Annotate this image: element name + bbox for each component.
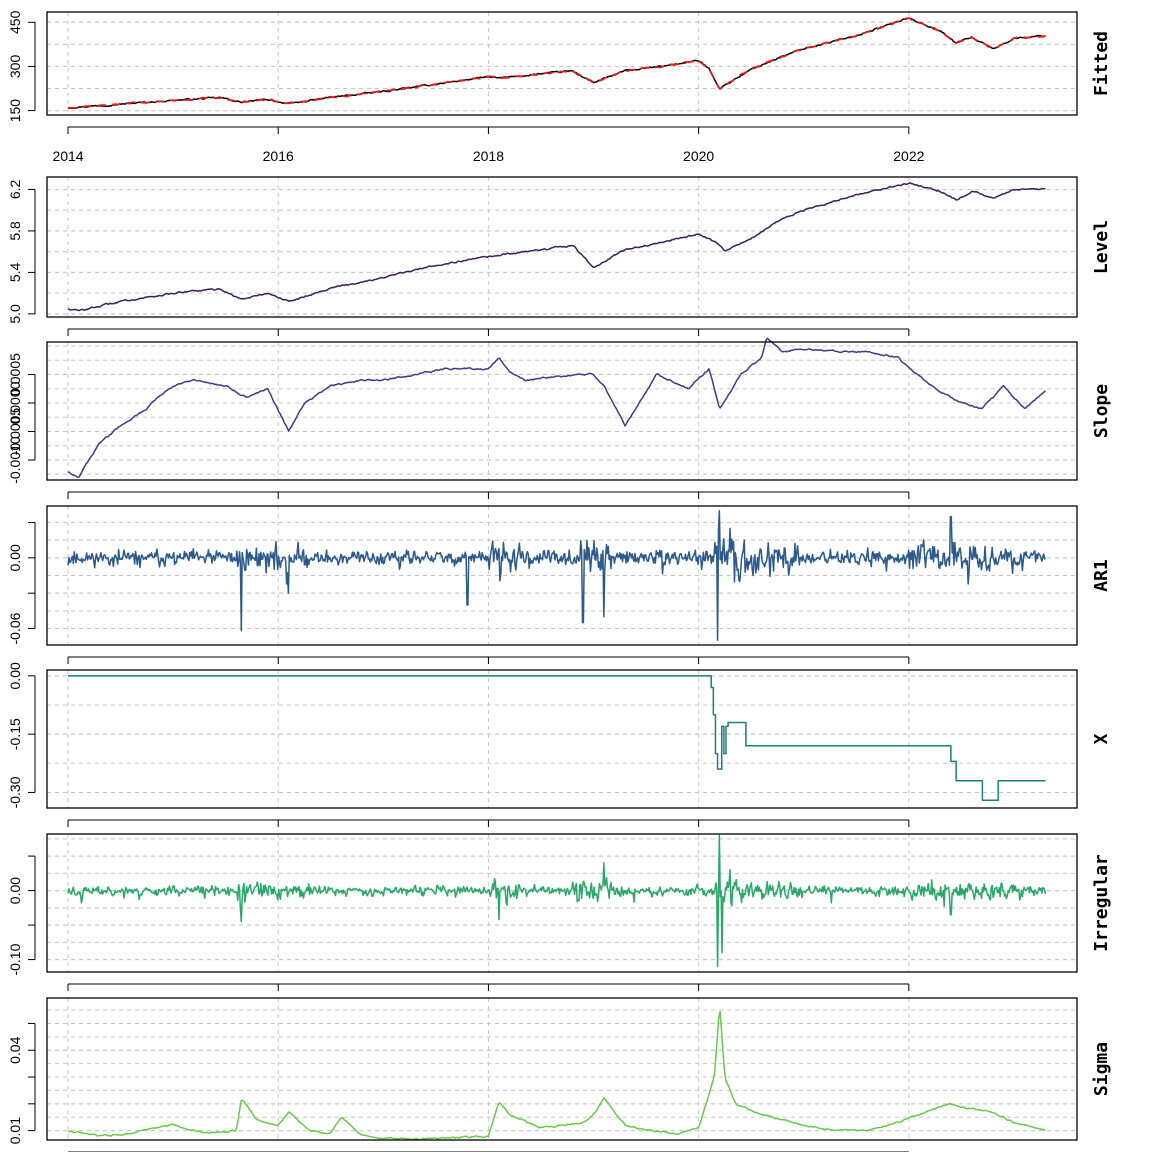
- x-axis: [67, 491, 910, 499]
- y-tick-label: 0.04: [7, 1036, 23, 1063]
- y-tick-label: -0.30: [7, 776, 23, 808]
- plot-frame: [46, 11, 1078, 116]
- grid: [47, 342, 1077, 480]
- panel-title: Level: [1091, 220, 1112, 274]
- series-line: [67, 834, 1047, 968]
- series-line: [67, 1010, 1046, 1141]
- y-axis: 0.00 -0.10: [7, 855, 36, 976]
- panel-title: Fitted: [1091, 31, 1112, 96]
- panel-title: AR1: [1091, 559, 1112, 592]
- y-tick-label: -0.06: [7, 612, 23, 644]
- panel-title: Sigma: [1091, 1042, 1112, 1096]
- plot-frame: [46, 341, 1078, 481]
- plot-frame: [46, 669, 1078, 809]
- grid: [47, 506, 1077, 645]
- y-tick-label: -0.0010: [7, 436, 23, 484]
- x-tick-label: 2022: [893, 148, 924, 164]
- panel-x: 0.00 -0.15 -0.30 X: [7, 662, 1112, 827]
- y-tick-label: 300: [7, 55, 23, 79]
- grid: [47, 12, 1077, 115]
- y-axis: 150 300 450: [7, 10, 36, 123]
- plot-frame: [46, 997, 1078, 1141]
- plot-frame: [46, 505, 1078, 646]
- series-line: [67, 17, 1046, 110]
- y-axis: 0.00 -0.15 -0.30: [7, 662, 36, 808]
- series-line: [68, 675, 1046, 801]
- y-tick-label: 0.00: [7, 662, 23, 689]
- y-tick-label: -0.0005: [7, 408, 23, 456]
- y-tick-label: 0.0000: [7, 381, 23, 424]
- panel-ar1: -0.06 0.00 AR1: [7, 505, 1112, 664]
- panel-title: Irregular: [1091, 854, 1112, 952]
- x-tick-label: 2016: [263, 148, 294, 164]
- panel-irregular: 0.00 -0.10 Irregular: [7, 833, 1112, 991]
- y-axis: 5.0 5.4 5.8 6.2: [7, 180, 36, 324]
- grid: [47, 670, 1077, 808]
- panel-title: X: [1091, 733, 1112, 744]
- series-line: [67, 17, 1046, 109]
- x-tick-label: 2020: [683, 148, 714, 164]
- y-tick-label: 0.01: [7, 1117, 23, 1144]
- y-tick-label: -0.15: [7, 718, 23, 750]
- series-line: [67, 182, 1046, 312]
- x-axis: [67, 819, 910, 827]
- grid: [47, 834, 1077, 972]
- y-tick-label: 0.00: [7, 544, 23, 571]
- y-axis: -0.06 0.00: [7, 521, 36, 644]
- y-tick-label: 5.8: [7, 221, 23, 241]
- grid: [47, 998, 1077, 1140]
- plot-frame: [46, 176, 1078, 318]
- y-axis: 0.01 0.04: [7, 1022, 36, 1144]
- y-tick-label: 5.4: [7, 262, 23, 282]
- y-tick-label: 6.2: [7, 180, 23, 200]
- grid: [47, 177, 1077, 317]
- y-tick-label: 0.0005: [7, 353, 23, 396]
- panel-title: Slope: [1091, 384, 1112, 438]
- series-line: [67, 509, 1047, 642]
- series-line: [67, 337, 1046, 478]
- x-axis: [67, 983, 910, 991]
- x-tick-label: 2014: [52, 148, 83, 164]
- x-tick-label: 2018: [473, 148, 504, 164]
- panel-fitted: 150 300 450 Fitted 2014 2016 2018 2020 2022: [7, 10, 1112, 164]
- plot-frame: [46, 833, 1078, 973]
- y-tick-label: 5.0: [7, 304, 23, 324]
- panel-sigma: 0.01 0.04 Sigma: [7, 997, 1112, 1152]
- x-axis: [67, 328, 910, 336]
- y-tick-label: 450: [7, 10, 23, 34]
- y-tick-label: -0.10: [7, 943, 23, 975]
- x-axis: 2014 2016 2018 2020 2022: [52, 126, 925, 164]
- y-tick-label: 150: [7, 99, 23, 123]
- x-axis: [67, 656, 910, 664]
- y-tick-label: 0.00: [7, 877, 23, 904]
- panel-level: 5.0 5.4 5.8 6.2 Level: [7, 176, 1112, 336]
